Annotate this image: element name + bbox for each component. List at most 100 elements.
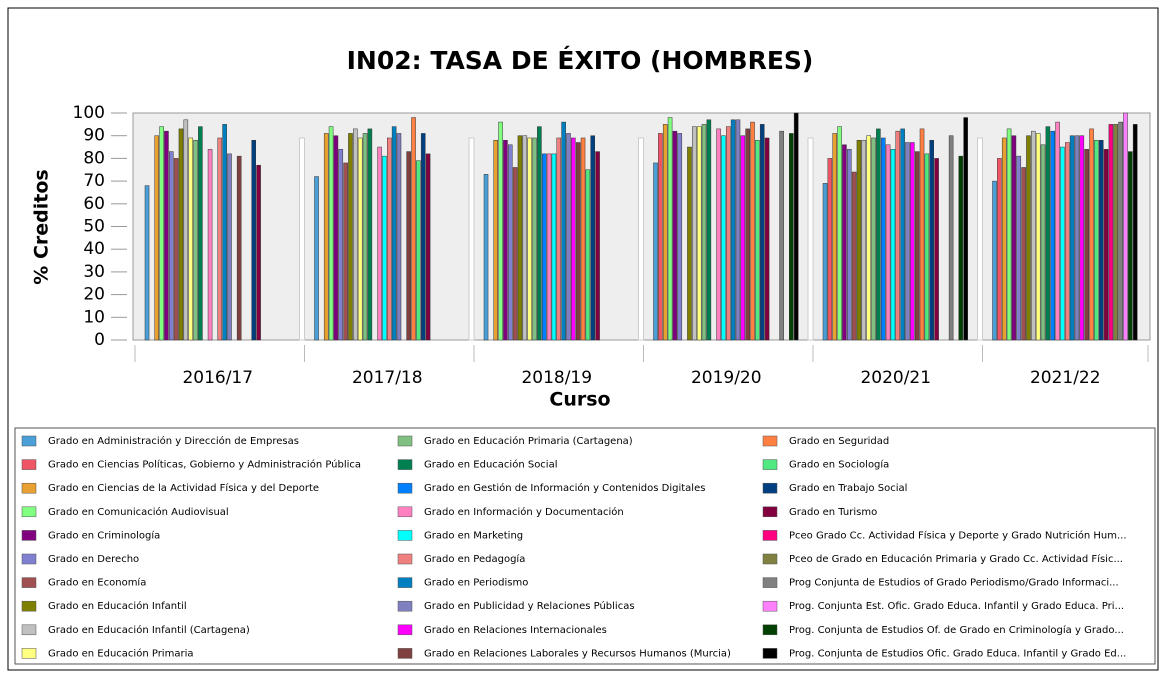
bar: [537, 126, 542, 341]
bar: [198, 126, 203, 341]
legend-label: Grado en Publicidad y Relaciones Pública…: [424, 600, 635, 612]
legend-swatch: [397, 577, 413, 588]
y-tick-label: 70: [83, 171, 105, 191]
bar: [1060, 146, 1065, 341]
legend-label: Grado en Seguridad: [789, 436, 889, 447]
bar: [1074, 135, 1080, 341]
legend-swatch: [397, 624, 413, 636]
bar: [532, 137, 537, 341]
bar: [1026, 135, 1031, 341]
bar: [934, 158, 939, 341]
bar: [556, 137, 562, 341]
legend-swatch: [397, 506, 413, 518]
legend-label: Grado en Relaciones Internacionales: [424, 625, 607, 636]
bar: [750, 121, 755, 341]
legend-swatch: [21, 624, 37, 636]
bar: [895, 130, 901, 341]
bar: [1045, 126, 1051, 341]
legend-swatch: [397, 435, 413, 447]
group-separator: [977, 137, 983, 341]
legend-swatch: [762, 553, 778, 565]
bar: [822, 183, 828, 341]
legend-swatch: [397, 553, 413, 565]
bar: [493, 139, 499, 341]
bar: [1011, 135, 1017, 341]
legend-label: Grado en Comunicación Audiovisual: [48, 506, 229, 518]
bar: [522, 135, 528, 341]
bar: [924, 153, 930, 341]
legend-swatch: [397, 600, 413, 612]
bar: [779, 130, 784, 341]
bar: [178, 128, 184, 341]
legend-swatch: [21, 530, 37, 541]
legend-label: Grado en Sociología: [789, 459, 889, 471]
bar: [1089, 128, 1094, 341]
legend-swatch: [21, 553, 37, 565]
bar: [687, 146, 692, 341]
bar: [726, 126, 731, 341]
legend-swatch: [762, 648, 778, 659]
bar: [193, 139, 198, 341]
legend-swatch: [397, 530, 413, 541]
bar: [546, 153, 552, 341]
bar: [963, 117, 968, 341]
bar: [706, 119, 712, 341]
legend-label: Grado en Periodismo: [424, 578, 528, 589]
bar: [716, 128, 721, 341]
legend-label: Prog. Conjunta Est. Ofic. Grado Educa. I…: [789, 601, 1124, 612]
bar: [541, 153, 547, 341]
bar: [851, 171, 857, 341]
legend-label: Grado en Derecho: [48, 554, 139, 565]
x-tick-label: 2018/19: [521, 368, 592, 388]
legend-swatch: [21, 577, 37, 588]
bar: [842, 144, 847, 341]
bar: [183, 119, 189, 341]
bar: [735, 119, 741, 341]
bar: [764, 137, 770, 341]
bar: [948, 135, 954, 341]
legend-swatch: [762, 577, 778, 588]
legend-swatch: [21, 435, 37, 447]
legend-swatch: [762, 530, 778, 541]
x-tick-label: 2020/21: [860, 368, 931, 388]
legend-label: Grado en Ciencias de la Actividad Física…: [48, 482, 319, 494]
bar: [837, 126, 842, 341]
bar: [1055, 121, 1060, 341]
legend-swatch: [397, 459, 413, 470]
bar: [338, 149, 344, 341]
bar: [580, 137, 586, 341]
bar: [755, 139, 760, 341]
bar: [551, 153, 557, 341]
y-tick-label: 60: [83, 194, 105, 214]
bar: [595, 151, 600, 341]
bar: [343, 162, 348, 341]
bar: [1035, 133, 1041, 341]
legend-swatch: [397, 482, 413, 494]
bar: [387, 137, 392, 341]
x-tick-label: 2017/18: [352, 368, 423, 388]
bar: [919, 128, 925, 341]
bar: [740, 135, 746, 341]
bar: [997, 158, 1002, 341]
bar: [658, 133, 663, 341]
y-tick-label: 90: [83, 126, 105, 146]
chart-title: IN02: TASA DE ÉXITO (HOMBRES): [347, 46, 814, 75]
legend-label: Grado en Relaciones Laborales y Recursos…: [424, 648, 731, 659]
legend-label: Prog Conjunta de Estudios of Grado Perio…: [789, 578, 1119, 589]
legend: [14, 427, 1156, 665]
bar: [561, 121, 566, 341]
bar: [885, 144, 891, 341]
legend-swatch: [762, 506, 778, 518]
bar: [1118, 121, 1123, 341]
bar: [914, 151, 920, 341]
group-separator: [468, 137, 475, 341]
bar: [566, 133, 571, 341]
bar: [1132, 124, 1138, 341]
legend-label: Grado en Información y Documentación: [424, 506, 624, 518]
bar: [1128, 151, 1133, 341]
x-tick-label: 2019/20: [691, 368, 762, 388]
legend-swatch: [762, 624, 778, 636]
legend-label: Grado en Educación Social: [424, 459, 558, 471]
y-tick-label: 20: [83, 285, 105, 305]
